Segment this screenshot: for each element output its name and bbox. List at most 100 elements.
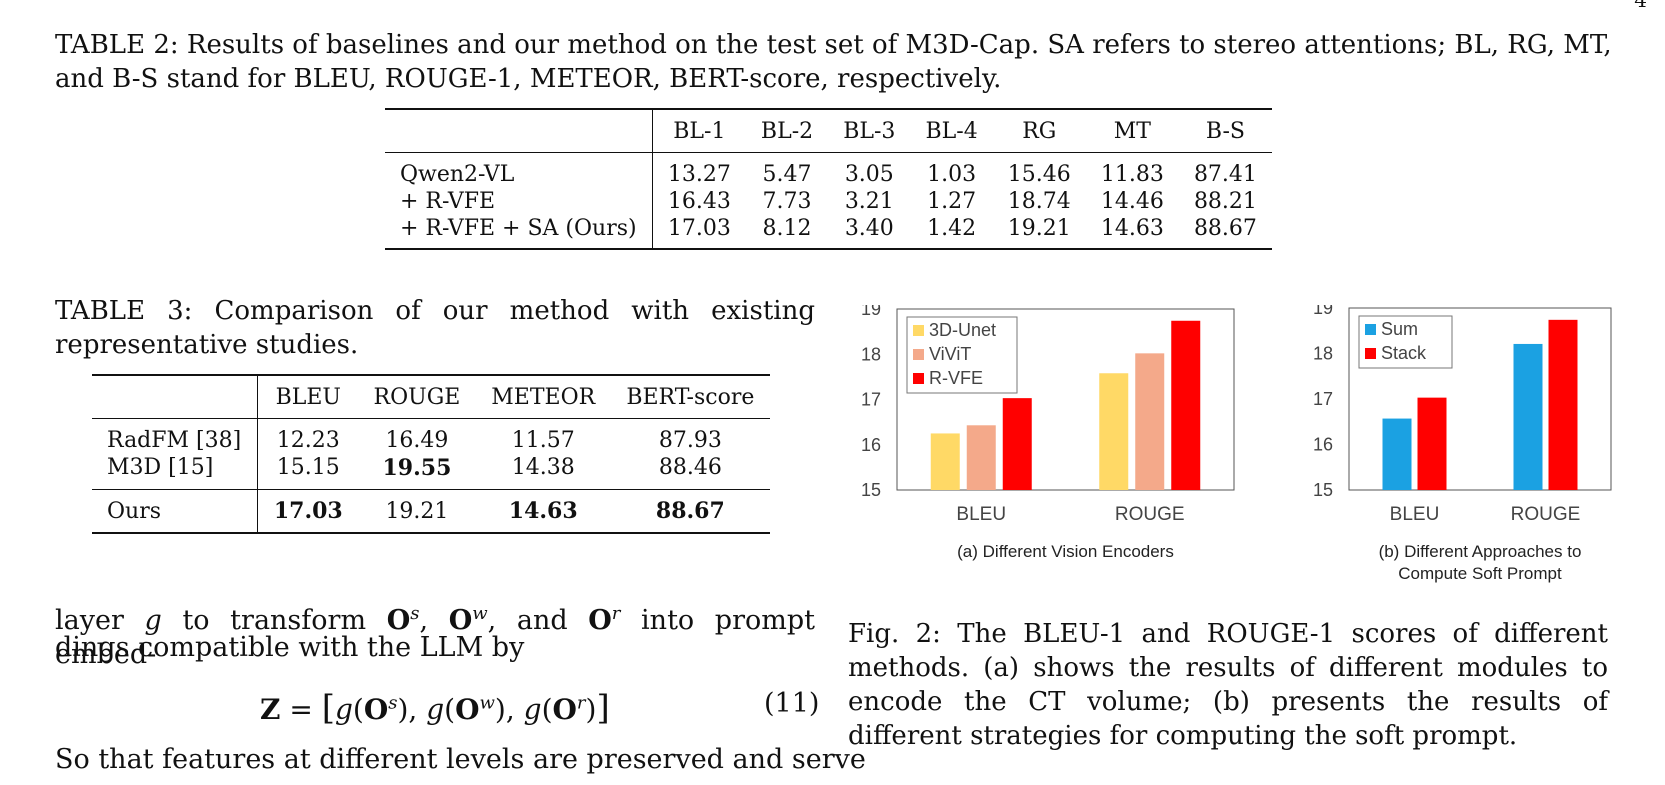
legend-label: Sum [1381, 319, 1418, 339]
table2-cell: 88.21 [1193, 189, 1257, 214]
table2-cell: 8.12 [762, 216, 812, 241]
equation-number: (11) [764, 688, 820, 719]
table3-header-meteor: METEOR [475, 375, 611, 419]
table3-cell: 88.46 [610, 454, 770, 490]
table3-cell-best: 19.55 [358, 454, 476, 490]
table3-cell: 14.38 [475, 454, 611, 490]
table3-cell: 15.15 [257, 454, 359, 490]
legend-swatch [913, 373, 924, 384]
table2-cell: 18.74 [1007, 189, 1071, 214]
table2-cell: 19.21 [1007, 216, 1071, 241]
table3-header-method [92, 375, 259, 419]
table-row: Qwen2-VL 13.27 5.47 3.05 1.03 15.46 11.8… [385, 152, 1272, 188]
table2-header-bl4: BL-4 [910, 109, 993, 153]
chart-title: Compute Soft Prompt [1398, 564, 1562, 583]
y-tick-label: 15 [1313, 480, 1333, 500]
table3-cell: 19.21 [385, 498, 449, 524]
y-tick-label: 15 [861, 480, 881, 500]
y-tick-label: 19 [1313, 305, 1333, 318]
table2-header-method [385, 109, 653, 153]
table2-cell: 16.43 [667, 189, 731, 214]
table3-caption: TABLE 3: Comparison of our method with e… [55, 296, 815, 360]
body-paragraph-2: So that features at different levels are… [55, 744, 866, 775]
table2-method-cell: + R-VFE + SA (Ours) [385, 215, 653, 249]
chart-title: (a) Different Vision Encoders [957, 542, 1174, 561]
legend-box [1358, 315, 1453, 369]
table3-method-cell: M3D [15] [92, 454, 259, 490]
table-row: RadFM [38] 12.23 16.49 11.57 87.93 [92, 418, 770, 454]
legend-label: Stack [1381, 343, 1427, 363]
chart-vision-encoders: 15 16 17 18 19 BLEU ROUGE 3D-Unet ViViT R-VFE (a) … [861, 305, 1235, 561]
table3-header-bleu: BLEU [257, 375, 359, 419]
table2-header-mt: MT [1085, 109, 1179, 153]
plot-frame [1348, 307, 1612, 491]
table-row: + R-VFE 16.43 7.73 3.21 1.27 18.74 14.46… [385, 188, 1272, 215]
y-tick-label: 17 [861, 390, 881, 410]
table2: BL-1 BL-2 BL-3 BL-4 RG MT B-S Qwen2-VL 1… [385, 108, 1272, 250]
table2-cell: 3.40 [844, 216, 894, 241]
page-number: 4 [1634, 0, 1647, 12]
legend-label: ViViT [929, 344, 971, 364]
y-tick-label: 19 [861, 305, 881, 319]
equation-11: Z = [g(Os), g(Ow), g(Or)] [260, 688, 610, 728]
table2-cell: 13.27 [667, 162, 731, 187]
table2-cell: 11.83 [1100, 162, 1164, 187]
table2-method-cell: Qwen2-VL [385, 152, 653, 188]
x-tick-label: BLEU [1390, 504, 1440, 525]
bar [966, 425, 996, 490]
table3-header-rouge: ROUGE [358, 375, 476, 419]
bar [1099, 373, 1129, 490]
table3: BLEU ROUGE METEOR BERT-score RadFM [38] … [92, 374, 770, 534]
table3-cell: 12.23 [276, 428, 340, 453]
table2-cell: 7.73 [762, 189, 812, 214]
body-paragraph-line1: layer g to transform Os, Ow, and Or into… [55, 603, 815, 670]
table-row: + R-VFE + SA (Ours) 17.03 8.12 3.40 1.42… [385, 215, 1272, 249]
legend-swatch [1365, 324, 1376, 335]
table-row: Ours 17.03 19.21 14.63 88.67 [92, 489, 770, 533]
table2-cell: 1.03 [927, 162, 977, 187]
bar [1171, 320, 1201, 490]
bar [1002, 398, 1032, 490]
table3-header-bertscore: BERT-score [610, 375, 770, 419]
legend-label: 3D-Unet [929, 320, 996, 340]
legend-swatch [1365, 348, 1376, 359]
plot-frame [896, 308, 1235, 491]
table2-cell: 17.03 [667, 216, 731, 241]
bar [1382, 418, 1412, 490]
table3-cell: 87.93 [658, 428, 722, 453]
bar [1548, 319, 1578, 490]
table3-cell: 16.49 [385, 428, 449, 453]
bar [930, 433, 960, 490]
table2-cell: 88.67 [1193, 216, 1257, 241]
x-tick-label: ROUGE [1511, 504, 1581, 525]
y-tick-label: 16 [861, 435, 881, 455]
bar [1135, 353, 1165, 490]
table3-cell-best: 14.63 [508, 498, 578, 524]
table2-header-bs: B-S [1178, 109, 1272, 153]
legend-swatch [913, 325, 924, 336]
table2-cell: 15.46 [1007, 162, 1071, 187]
y-tick-label: 18 [1313, 344, 1333, 364]
table3-cell: 11.57 [511, 428, 575, 453]
body-paragraph-line2: dings compatible with the LLM by [55, 632, 525, 663]
table2-cell: 14.46 [1100, 189, 1164, 214]
table3-cell-best: 17.03 [273, 498, 343, 524]
table2-header-bl2: BL-2 [745, 109, 829, 153]
legend-swatch [913, 349, 924, 360]
table3-header-row: BLEU ROUGE METEOR BERT-score [92, 375, 770, 419]
chart-title: (b) Different Approaches to [1379, 542, 1582, 561]
x-tick-label: ROUGE [1115, 504, 1185, 525]
table2-cell: 87.41 [1193, 162, 1257, 187]
table2-header-bl3: BL-3 [828, 109, 911, 153]
table2-header-bl1: BL-1 [652, 109, 746, 153]
y-tick-label: 18 [861, 344, 881, 364]
y-tick-label: 17 [1313, 389, 1333, 409]
table3-cell-best: 88.67 [655, 498, 725, 524]
table2-cell: 3.05 [844, 162, 894, 187]
chart-soft-prompt: 15 16 17 18 19 BLEU ROUGE Sum Stack (b) Different… [1313, 305, 1612, 583]
table-row: M3D [15] 15.15 19.55 14.38 88.46 [92, 454, 770, 490]
table2-header-row: BL-1 BL-2 BL-3 BL-4 RG MT B-S [385, 109, 1272, 153]
table2-cell: 3.21 [844, 189, 894, 214]
table2-header-rg: RG [992, 109, 1086, 153]
table3-method-cell: RadFM [38] [92, 418, 259, 454]
